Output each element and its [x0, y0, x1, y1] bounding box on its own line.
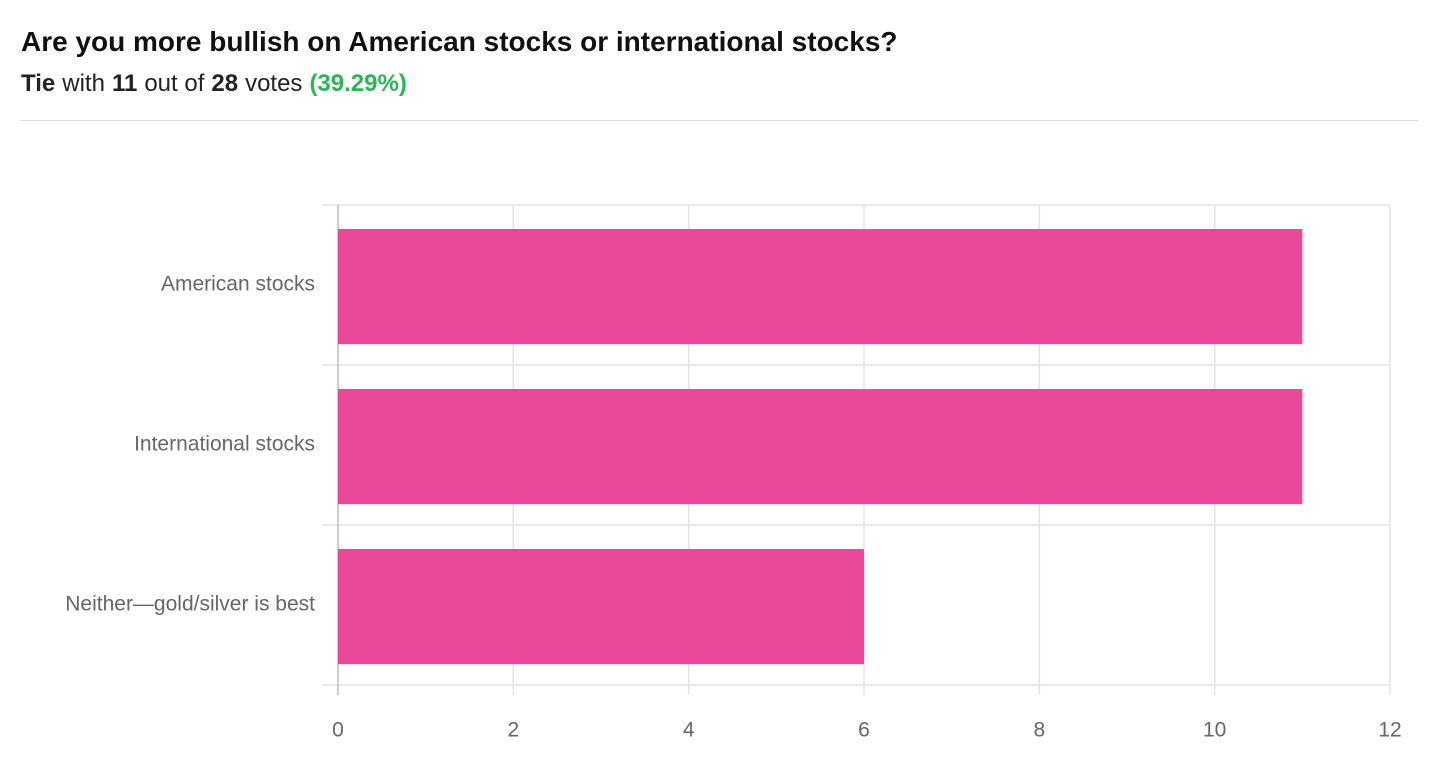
x-tick-label: 4: [683, 719, 695, 742]
subtitle-part: 28: [211, 70, 239, 97]
subtitle-part: 11: [111, 70, 138, 97]
subtitle-part: (39.29%): [309, 70, 407, 97]
x-tick-label: 12: [1378, 719, 1401, 742]
poll-title: Are you more bullish on American stocks …: [21, 26, 898, 57]
x-tick-label: 10: [1203, 719, 1226, 742]
bar: [338, 389, 1303, 505]
subtitle-part: out of: [144, 70, 205, 97]
y-tick-label: American stocks: [161, 273, 315, 296]
y-tick-label: International stocks: [134, 433, 315, 456]
x-tick-label: 8: [1033, 719, 1045, 742]
subtitle-part: votes: [245, 70, 303, 97]
x-tick-label: 2: [507, 719, 519, 742]
subtitle-part: Tie: [21, 70, 56, 97]
x-tick-label: 6: [858, 719, 870, 742]
bar: [338, 229, 1303, 345]
bar: [338, 549, 864, 665]
divider: [20, 120, 1418, 121]
poll-subtitle: Tie with 11 out of 28 votes (39.29%): [21, 70, 414, 98]
subtitle-part: with: [62, 70, 105, 97]
x-tick-label: 0: [332, 719, 344, 742]
y-tick-label: Neither—gold/silver is best: [65, 593, 315, 616]
